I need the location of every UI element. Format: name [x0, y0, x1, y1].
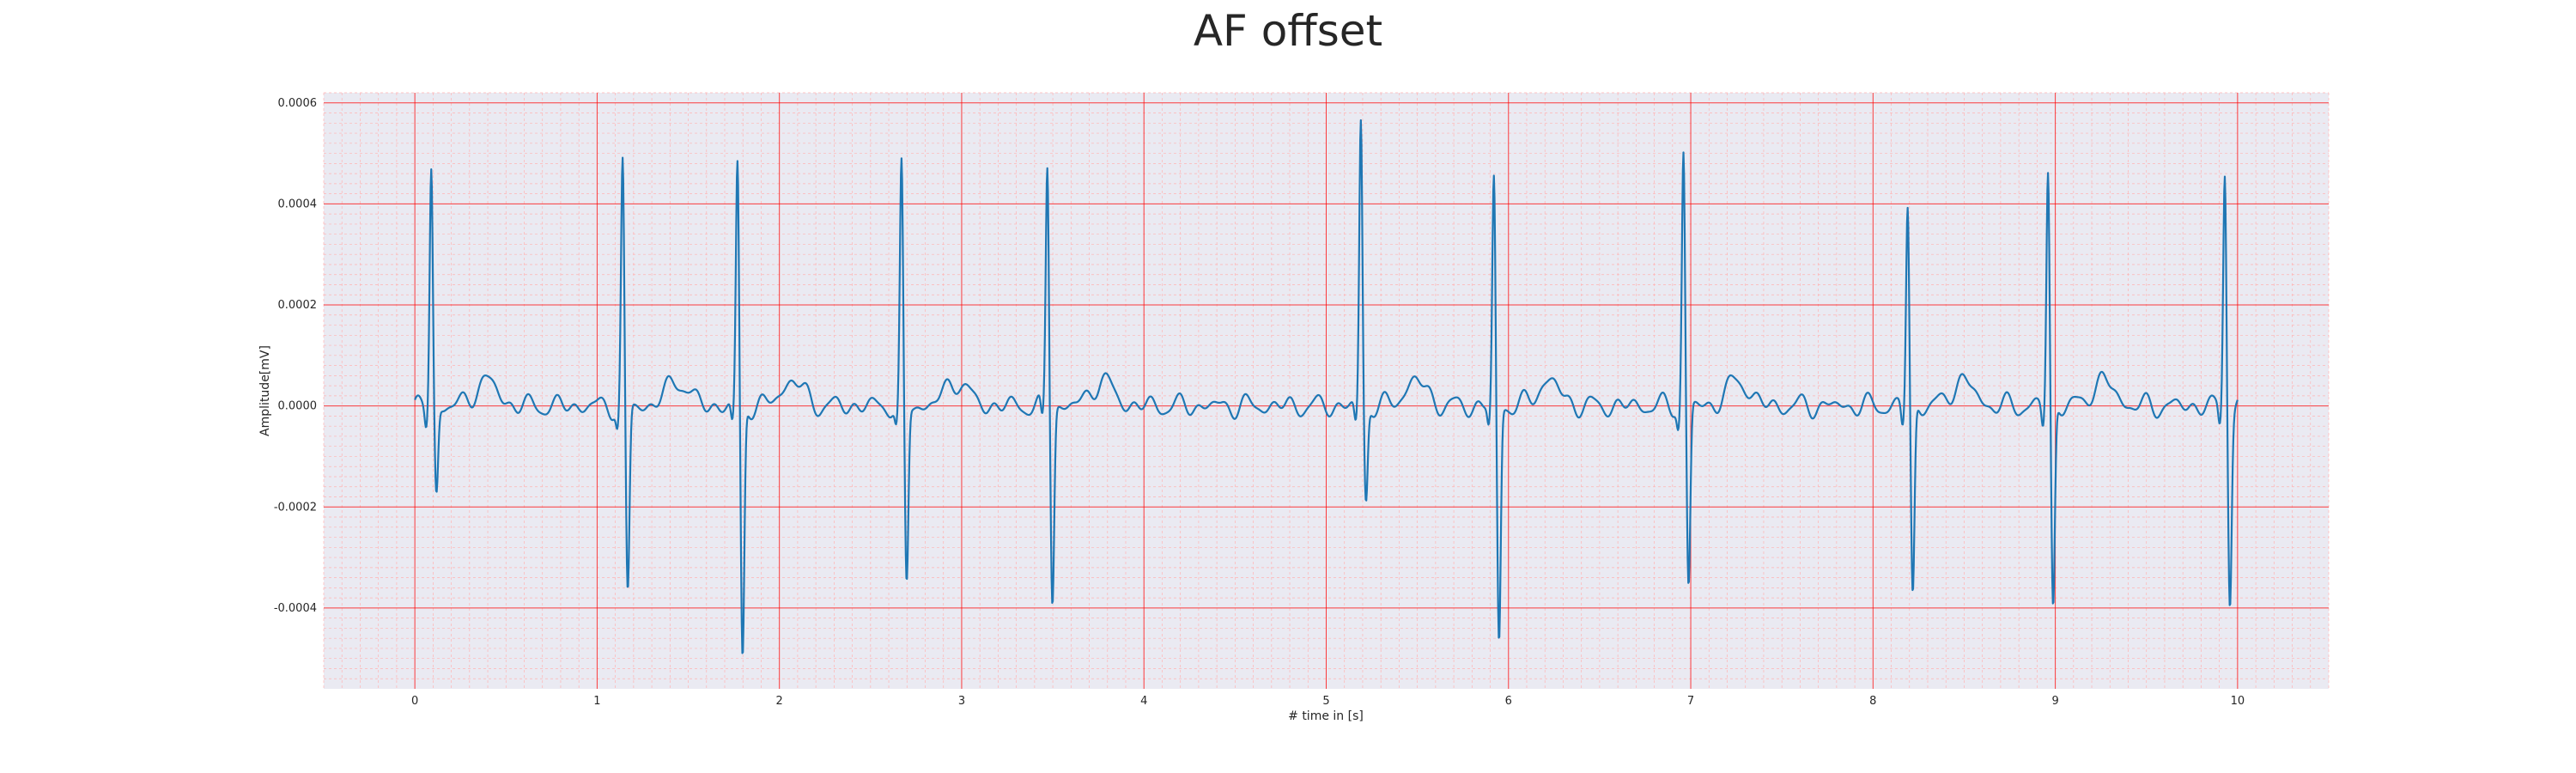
x-tick-label: 2 [776, 695, 783, 708]
x-tick-label: 4 [1140, 695, 1147, 708]
x-tick-label: 0 [411, 695, 418, 708]
y-axis-label: Amplitude[mV] [258, 345, 272, 436]
x-tick-label: 6 [1505, 695, 1512, 708]
x-tick-label: 7 [1687, 695, 1694, 708]
ecg-trace [414, 119, 2239, 654]
x-tick-label: 5 [1322, 695, 1329, 708]
x-axis-label: # time in [s] [1288, 709, 1364, 723]
y-tick-label: 0.0000 [278, 400, 318, 413]
y-tick-label: -0.0002 [274, 501, 317, 514]
minor-grid [323, 92, 2330, 689]
chart-title: AF offset [1194, 6, 1382, 56]
x-tick-label: 10 [2231, 695, 2245, 708]
y-axis-ticks: -0.0004 -0.0002 0.0000 0.0002 0.0004 0.0006 [274, 97, 317, 615]
x-axis-ticks: 0 1 2 3 4 5 6 7 8 9 10 [411, 695, 2245, 708]
x-tick-label: 1 [593, 695, 600, 708]
y-tick-label: 0.0006 [278, 97, 318, 110]
y-tick-label: -0.0004 [274, 602, 317, 615]
x-tick-label: 8 [1869, 695, 1876, 708]
y-tick-label: 0.0004 [278, 198, 318, 210]
plot-area [323, 92, 2330, 689]
y-tick-label: 0.0002 [278, 299, 318, 312]
x-tick-label: 3 [958, 695, 965, 708]
x-tick-label: 9 [2051, 695, 2058, 708]
